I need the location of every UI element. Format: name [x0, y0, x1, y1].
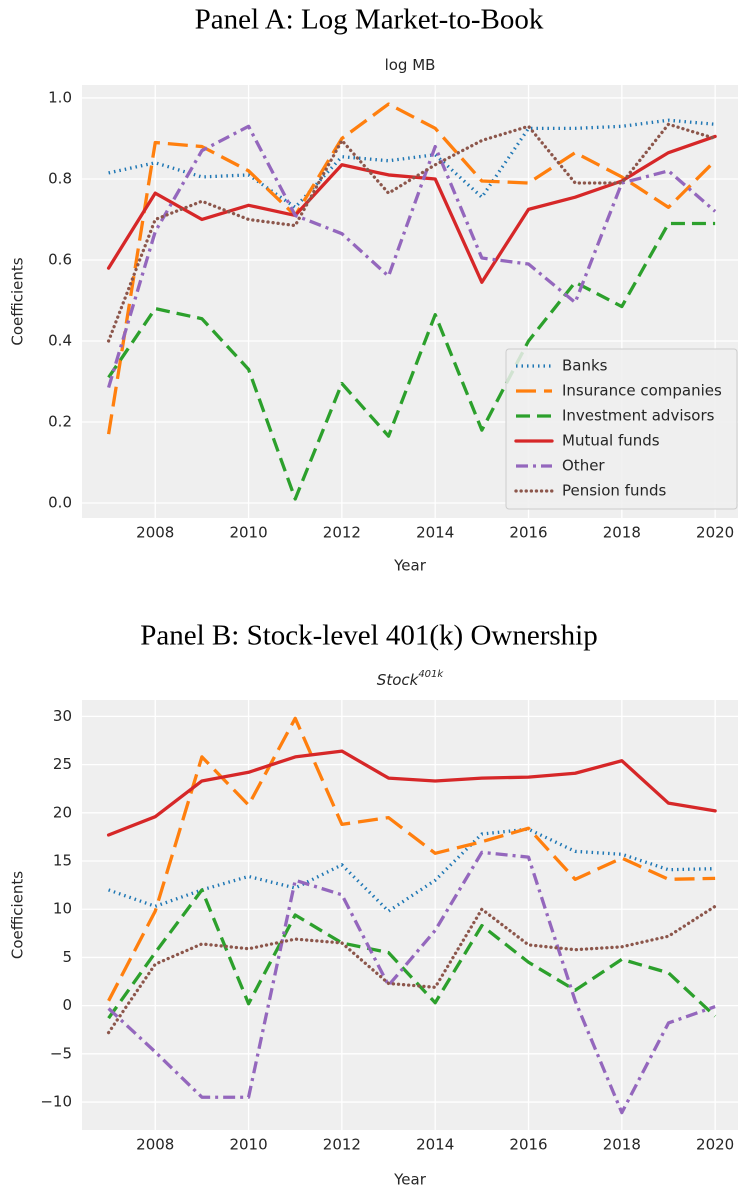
series-line	[107, 888, 717, 1020]
series-line	[106, 102, 717, 435]
y-axis-label: Coefficients	[9, 871, 27, 959]
chart-subtitle: log MB	[385, 56, 436, 74]
y-tick-label: 25	[53, 755, 72, 773]
series-line	[108, 827, 716, 913]
x-tick-label: 2008	[136, 524, 174, 542]
legend-label: Pension funds	[562, 482, 666, 500]
x-tick-label: 2018	[603, 524, 641, 542]
y-tick-label: 0	[62, 996, 72, 1014]
chart-subtitle: Stock401k	[377, 669, 445, 689]
x-tick-label: 2014	[416, 524, 454, 542]
x-tick-label: 2016	[509, 524, 547, 542]
subtitle-text: log MB	[385, 56, 436, 74]
y-tick-label: 5	[62, 948, 72, 966]
y-tick-label: 0.0	[48, 494, 72, 512]
y-tick-label: 30	[53, 707, 72, 725]
y-tick-label: −5	[50, 1044, 72, 1062]
x-tick-label: 2012	[323, 524, 361, 542]
y-tick-label: 0.8	[48, 169, 72, 187]
legend-label: Investment advisors	[562, 407, 715, 425]
x-tick-label: 2008	[136, 1136, 174, 1154]
x-tick-label: 2012	[323, 1136, 361, 1154]
subtitle-text: Stock	[377, 671, 420, 689]
y-tick-label: 20	[53, 803, 72, 821]
legend-box	[505, 348, 738, 510]
legend-label: Banks	[562, 357, 608, 375]
y-tick-label: −10	[40, 1093, 72, 1111]
x-tick-label: 2020	[696, 524, 734, 542]
x-tick-label: 2010	[229, 524, 267, 542]
series-line	[108, 118, 716, 209]
x-axis-label: Year	[393, 1171, 427, 1189]
x-tick-label: 2014	[416, 1136, 454, 1154]
subtitle-superscript: 401k	[418, 669, 444, 680]
x-tick-label: 2010	[229, 1136, 267, 1154]
y-tick-label: 0.4	[48, 331, 72, 349]
chart-title: Panel A: Log Market-to-Book	[195, 4, 544, 36]
series-line	[107, 716, 716, 1002]
plot-area	[82, 700, 738, 1130]
series-line	[106, 904, 717, 1035]
series-line	[106, 122, 717, 343]
y-tick-label: 1.0	[48, 88, 72, 106]
series-line	[107, 850, 716, 1115]
series-line	[106, 749, 717, 837]
x-tick-label: 2020	[696, 1136, 734, 1154]
y-tick-label: 0.6	[48, 250, 72, 268]
legend-label: Other	[562, 457, 605, 475]
legend-label: Mutual funds	[562, 432, 660, 450]
y-tick-label: 0.2	[48, 413, 72, 431]
x-axis-label: Year	[393, 557, 427, 575]
series-line	[107, 221, 716, 501]
y-axis-label: Coefficients	[9, 257, 27, 345]
x-tick-label: 2016	[509, 1136, 547, 1154]
y-tick-label: 15	[53, 852, 72, 870]
x-tick-label: 2018	[603, 1136, 641, 1154]
y-tick-label: 10	[53, 900, 72, 918]
chart-title: Panel B: Stock-level 401(k) Ownership	[140, 620, 597, 652]
legend-label: Insurance companies	[562, 382, 722, 400]
